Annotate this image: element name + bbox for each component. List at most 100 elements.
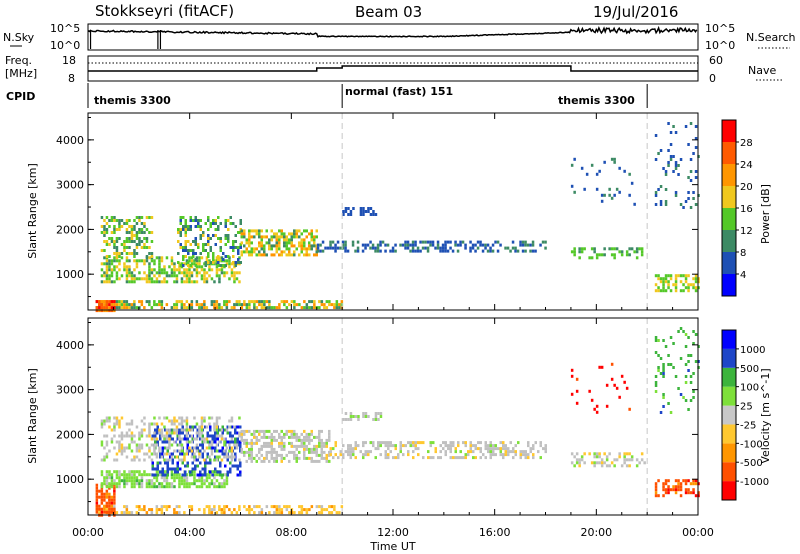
range-cell: [180, 262, 184, 266]
nsky-line: [87, 25, 698, 38]
range-cell: [351, 240, 355, 244]
nsky-trace: [87, 25, 698, 49]
x-tick-label: 00:00: [682, 526, 714, 539]
range-cell: [173, 431, 176, 435]
range-cell: [239, 261, 242, 264]
range-cell: [364, 210, 368, 213]
range-cell: [280, 508, 284, 512]
range-cell: [273, 459, 276, 463]
range-cell: [238, 458, 241, 462]
range-cell: [253, 250, 256, 254]
range-cell: [352, 453, 355, 457]
range-cell: [179, 222, 182, 225]
range-cell: [229, 246, 232, 249]
range-cell: [183, 479, 186, 483]
range-cell: [160, 306, 164, 310]
range-cell: [160, 476, 164, 480]
range-cell: [190, 300, 194, 304]
range-cell: [404, 444, 407, 448]
range-cell: [170, 431, 174, 435]
range-cell: [130, 482, 134, 486]
range-cell: [229, 461, 232, 465]
range-cell: [177, 231, 180, 234]
range-cell: [198, 256, 201, 260]
range-cell: [155, 280, 159, 284]
range-cell: [223, 440, 226, 444]
range-cell: [223, 455, 226, 459]
y-tick-label: 3000: [56, 179, 84, 192]
range-cell: [243, 429, 246, 433]
range-cell: [499, 453, 502, 457]
range-cell: [113, 495, 116, 499]
range-cell: [659, 200, 663, 203]
range-cell: [155, 511, 159, 515]
range-cell: [113, 265, 116, 269]
range-cell: [275, 235, 278, 239]
range-cell: [150, 277, 154, 281]
range-cell: [196, 458, 199, 462]
range-cell: [354, 415, 358, 418]
range-cell: [347, 444, 350, 448]
range-cell: [105, 470, 109, 474]
range-cell: [414, 444, 417, 448]
range-cell: [283, 444, 286, 448]
range-cell: [283, 244, 286, 248]
range-cell: [474, 444, 477, 448]
range-cell: [176, 449, 179, 453]
range-cell: [212, 219, 215, 222]
range-cell: [204, 264, 207, 267]
range-cell: [620, 464, 624, 468]
range-cell: [215, 416, 219, 420]
range-cell: [223, 437, 226, 441]
range-cell: [113, 259, 116, 263]
range-cell: [198, 303, 201, 307]
range-cell: [394, 249, 397, 253]
range-cell: [237, 246, 240, 249]
range-cell: [679, 485, 683, 489]
range-cell: [657, 286, 660, 290]
range-cell: [184, 473, 187, 477]
range-cell: [185, 431, 189, 435]
range-cell: [123, 505, 126, 509]
range-cell: [320, 508, 324, 512]
range-cell: [98, 504, 101, 508]
range-cell: [223, 303, 226, 307]
range-cell: [697, 194, 700, 197]
range-cell: [305, 432, 308, 436]
range-cell: [290, 444, 293, 448]
range-cell: [402, 444, 405, 448]
range-cell: [687, 479, 690, 483]
range-cell: [280, 232, 283, 236]
range-cell: [138, 470, 141, 474]
range-cell: [108, 265, 111, 269]
range-cell: [387, 456, 390, 460]
range-cell: [184, 240, 187, 243]
range-cell: [689, 206, 693, 209]
range-cell: [175, 268, 179, 272]
range-cell: [125, 511, 129, 515]
range-cell: [409, 441, 412, 445]
range-cell: [195, 422, 199, 426]
range-cell: [278, 235, 281, 239]
range-cell: [182, 246, 185, 249]
colorbar-swatch: [722, 330, 736, 349]
range-cell: [108, 495, 111, 499]
range-cell: [113, 246, 116, 249]
range-cell: [615, 386, 619, 390]
range-cell: [283, 447, 286, 451]
range-cell: [293, 511, 296, 515]
range-cell: [207, 240, 210, 243]
range-cell: [135, 277, 139, 281]
range-cell: [369, 207, 373, 210]
range-cell: [379, 412, 383, 415]
range-cell: [313, 306, 316, 310]
range-cell: [347, 418, 350, 421]
range-cell: [103, 422, 106, 426]
range-cell: [160, 300, 164, 304]
range-cell: [155, 452, 159, 456]
range-cell: [98, 300, 101, 304]
range-cell: [484, 243, 487, 247]
range-cell: [110, 303, 114, 307]
range-cell: [318, 441, 321, 445]
range-cell: [283, 235, 286, 239]
